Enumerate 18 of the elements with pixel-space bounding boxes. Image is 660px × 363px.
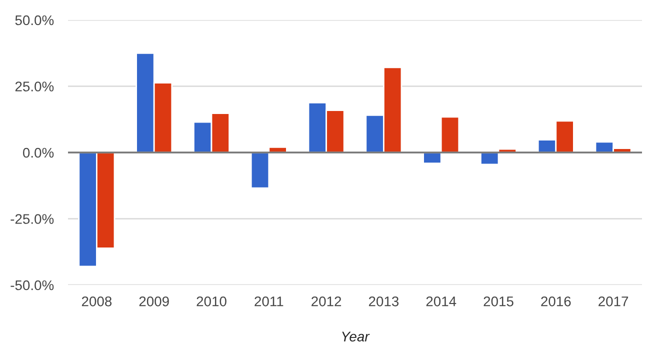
y-tick-label: 0.0% bbox=[23, 148, 54, 158]
x-tick-label: 2016 bbox=[541, 296, 571, 306]
bar bbox=[250, 152, 270, 189]
x-tick-label: 2009 bbox=[139, 296, 169, 306]
x-tick-label: 2013 bbox=[368, 296, 399, 306]
x-axis-title: Year bbox=[342, 332, 370, 342]
bar bbox=[440, 116, 460, 154]
x-tick-label: 2017 bbox=[598, 296, 628, 306]
x-tick-label: 2010 bbox=[196, 296, 226, 306]
y-tick-label: -25.0% bbox=[10, 214, 54, 224]
x-tick-label: 2015 bbox=[484, 296, 514, 306]
y-tick-label: -50.0% bbox=[10, 280, 54, 290]
y-tick-label: 50.0% bbox=[15, 15, 54, 26]
x-tick-label: 2014 bbox=[426, 296, 456, 306]
x-tick-label: 2008 bbox=[82, 296, 112, 306]
y-tick-label: 25.0% bbox=[15, 82, 54, 92]
x-tick-label: 2012 bbox=[312, 296, 342, 306]
x-tick-label: 2011 bbox=[254, 296, 284, 306]
